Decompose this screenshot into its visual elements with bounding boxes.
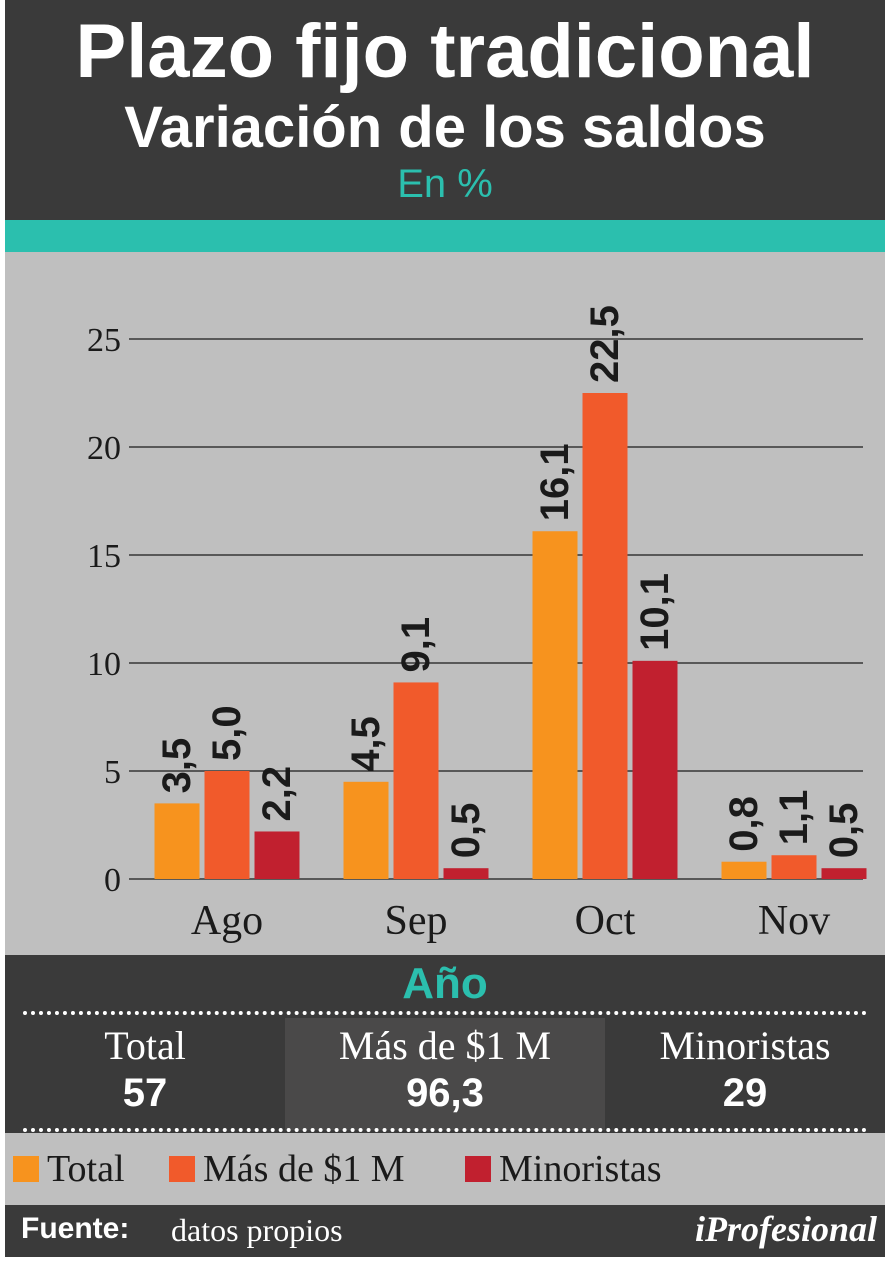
year-cell-total: Total 57 — [5, 1018, 285, 1130]
legend-label: Total — [47, 1148, 125, 1190]
bar — [443, 868, 489, 879]
data-label: 0,5 — [822, 803, 866, 859]
x-tick-label: Ago — [191, 898, 263, 944]
plot-area: 0 5 10 15 20 25 3,5 5,0 2,2 Ago 4,5 9,1 0,5 Sep 16,1 22… — [5, 252, 885, 955]
data-label: 5,0 — [205, 705, 249, 761]
bar — [632, 660, 678, 879]
year-cell-label: Más de $1 M — [338, 1023, 552, 1068]
data-label: 2,2 — [255, 766, 299, 822]
data-label: 0,5 — [444, 803, 488, 859]
year-cell-value: 57 — [122, 1071, 168, 1115]
dotted-divider-top — [23, 1011, 867, 1015]
data-label: 22,5 — [583, 305, 627, 383]
footer: Fuente: datos propios iProfesional — [5, 1205, 885, 1257]
bar — [532, 531, 578, 879]
year-summary: Total 57 Más de $1 M 96,3 Minoristas 29 — [5, 1018, 885, 1130]
data-label: 9,1 — [394, 617, 438, 673]
x-tick-label: Sep — [385, 898, 448, 944]
y-tick-label: 10 — [87, 646, 121, 683]
data-label: 10,1 — [633, 573, 677, 651]
data-label: 16,1 — [533, 443, 577, 521]
year-cell-mas-de-1m: Más de $1 M 96,3 — [285, 1018, 605, 1130]
legend-item-mas-de-1m: Más de $1 M — [169, 1133, 405, 1205]
y-tick-label: 25 — [87, 322, 121, 359]
legend-item-minoristas: Minoristas — [465, 1133, 662, 1205]
data-label: 3,5 — [155, 738, 199, 794]
legend: Total Más de $1 M Minoristas — [5, 1133, 885, 1205]
source-value: datos propios — [171, 1212, 343, 1248]
year-cell-label: Minoristas — [659, 1023, 831, 1068]
dotted-divider-bottom — [23, 1128, 867, 1132]
y-tick-label: 20 — [87, 430, 121, 467]
legend-item-total: Total — [13, 1133, 125, 1205]
x-tick-label: Oct — [575, 898, 636, 944]
x-tick-label: Nov — [758, 898, 830, 944]
year-cell-label: Total — [104, 1023, 186, 1068]
data-label: 1,1 — [772, 790, 816, 846]
source-key: Fuente: — [21, 1212, 130, 1245]
bar-chart: 0 5 10 15 20 25 3,55,02,2 Ago 4,59,1 0,5 Sep 16,1 22… — [87, 305, 867, 944]
year-cell-minoristas: Minoristas 29 — [605, 1018, 885, 1130]
y-tick-label: 0 — [104, 862, 121, 899]
y-tick-label: 5 — [104, 754, 121, 791]
bar — [254, 831, 300, 879]
bar — [343, 781, 389, 879]
legend-swatch — [169, 1156, 195, 1182]
legend-label: Más de $1 M — [203, 1148, 405, 1190]
unit-label: En % — [397, 162, 493, 206]
infographic-frame: Plazo fijo tradicional Variación de los … — [5, 0, 885, 1257]
bar — [393, 682, 439, 879]
legend-label: Minoristas — [499, 1148, 662, 1190]
bar — [821, 868, 867, 879]
year-cell-value: 96,3 — [406, 1071, 484, 1115]
year-cell-value: 29 — [722, 1071, 768, 1115]
bar — [582, 393, 628, 879]
bar — [721, 861, 767, 879]
page-title: Plazo fijo tradicional — [75, 9, 815, 94]
brand-logo: iProfesional — [694, 1209, 877, 1249]
bar — [771, 855, 817, 879]
year-title: Año — [402, 959, 488, 1008]
page-subtitle: Variación de los saldos — [124, 95, 766, 160]
legend-swatch — [465, 1156, 491, 1182]
legend-swatch — [13, 1156, 39, 1182]
bar — [204, 771, 250, 879]
y-tick-label: 15 — [87, 538, 121, 575]
data-label: 0,8 — [722, 796, 766, 852]
data-label: 4,5 — [344, 716, 388, 772]
accent-band — [5, 220, 885, 252]
bar — [154, 803, 200, 879]
